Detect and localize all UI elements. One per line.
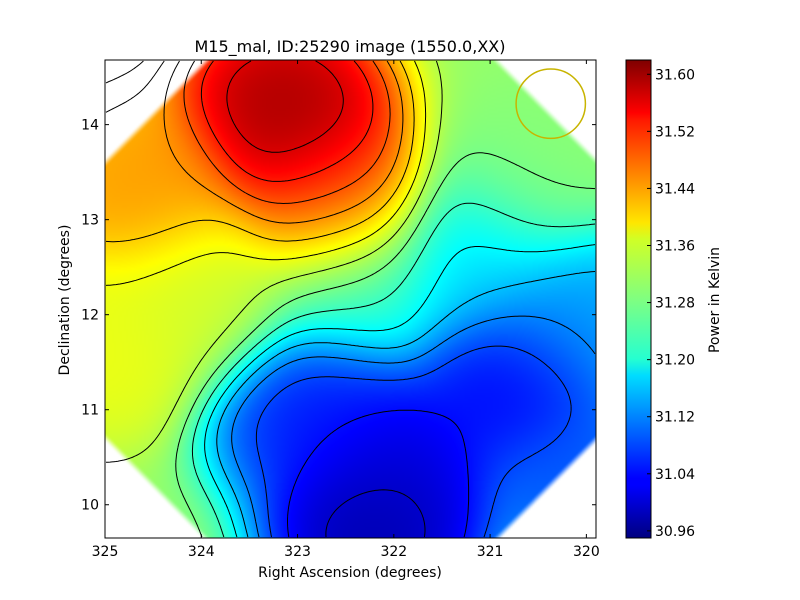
contour-line	[287, 409, 470, 538]
y-tick-label: 10	[81, 498, 99, 514]
x-tick-label: 322	[380, 544, 407, 560]
plot-frame	[104, 59, 597, 539]
contour-line	[231, 315, 596, 538]
colorbar-label: Power in Kelvin	[707, 247, 723, 353]
y-tick-label: 12	[81, 308, 99, 324]
y-axis-label: Declination (degrees)	[57, 225, 73, 376]
contour-line	[175, 152, 596, 538]
colorbar-tick-label: 31.04	[655, 467, 695, 483]
beam-circle	[515, 68, 587, 140]
x-tick-label: 325	[92, 544, 119, 560]
contour-line	[226, 60, 344, 153]
contour-line	[163, 60, 404, 224]
x-tick-label: 321	[477, 544, 504, 560]
contour-line	[105, 60, 415, 243]
plot-area	[105, 60, 596, 538]
contour-line	[200, 60, 374, 182]
contour-line	[255, 345, 572, 538]
colorbar-tick-label: 31.52	[655, 124, 695, 140]
y-tick-label: 13	[81, 213, 99, 229]
contour-line	[183, 60, 391, 204]
contour-line	[191, 202, 596, 538]
x-tick-label: 323	[284, 544, 311, 560]
colorbar-tick-label: 31.36	[655, 238, 695, 254]
y-tick-label: 14	[81, 118, 99, 134]
heatmap-image	[105, 60, 596, 538]
x-tick-label: 320	[573, 544, 600, 560]
colorbar-tick-label: 30.96	[655, 524, 695, 540]
colorbar-tick-label: 31.12	[655, 410, 695, 426]
x-tick-label: 324	[188, 544, 215, 560]
colorbar-tick-label: 31.28	[655, 296, 695, 312]
y-tick-label: 11	[81, 403, 99, 419]
contour-line	[216, 271, 596, 538]
contour-line	[105, 60, 427, 286]
contour-lines	[105, 60, 596, 538]
contour-line	[204, 244, 596, 538]
y-axis: 10 11 12 13 14	[81, 118, 596, 514]
colorbar	[625, 59, 652, 539]
colorbar-tick-label: 31.60	[655, 67, 695, 83]
contour-line	[325, 489, 426, 538]
colorbar-ticks: 30.96 31.04 31.12 31.20 31.28 31.36 31.44 31.52…	[647, 67, 695, 540]
colorbar-tick-label: 31.44	[655, 181, 695, 197]
x-axis: 325 324 323 322 321 320	[92, 60, 600, 560]
contour-line	[105, 60, 443, 463]
x-axis-label: Right Ascension (degrees)	[258, 565, 442, 581]
colorbar-tick-label: 31.20	[655, 353, 695, 369]
chart-title: M15_mal, ID:25290 image (1550.0,XX)	[195, 37, 506, 57]
